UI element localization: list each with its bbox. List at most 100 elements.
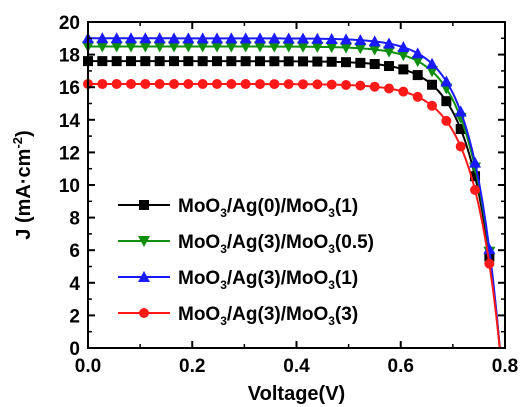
legend-marker bbox=[139, 200, 149, 210]
legend-entry: MoO3/Ag(0)/MoO3(1) bbox=[118, 196, 358, 220]
data-point bbox=[411, 56, 424, 68]
legend-subscript: 3 bbox=[328, 242, 335, 256]
legend-text-part: (1) bbox=[335, 196, 358, 217]
data-point bbox=[239, 41, 252, 53]
data-point bbox=[341, 57, 352, 68]
data-point bbox=[455, 124, 466, 135]
data-point bbox=[239, 32, 252, 44]
data-point bbox=[125, 32, 138, 44]
data-point bbox=[298, 56, 309, 67]
data-point bbox=[183, 56, 194, 67]
y-axis-title-superscript: -2 bbox=[10, 137, 25, 149]
data-point bbox=[196, 32, 209, 44]
data-point bbox=[470, 171, 481, 182]
data-point bbox=[211, 32, 224, 44]
data-point bbox=[240, 79, 251, 90]
data-point bbox=[283, 79, 294, 90]
data-point bbox=[226, 56, 237, 67]
data-point bbox=[255, 56, 266, 67]
data-point bbox=[111, 78, 122, 89]
y-tick-label: 4 bbox=[69, 274, 80, 295]
data-point bbox=[153, 41, 166, 53]
data-point bbox=[441, 115, 452, 126]
data-point bbox=[426, 57, 439, 69]
data-point bbox=[282, 41, 295, 53]
legend-entry: MoO3/Ag(3)/MoO3(3) bbox=[118, 304, 358, 328]
data-point bbox=[297, 41, 310, 53]
data-point bbox=[484, 258, 495, 269]
series-3 bbox=[82, 32, 501, 349]
data-point bbox=[110, 32, 123, 44]
legend-subscript: 3 bbox=[220, 242, 227, 256]
data-point bbox=[283, 56, 294, 67]
legend-text-part: MoO bbox=[178, 304, 220, 325]
data-point bbox=[454, 105, 467, 117]
data-point bbox=[441, 96, 452, 107]
legend-label: MoO3/Ag(0)/MoO3(1) bbox=[178, 196, 358, 220]
data-point bbox=[325, 32, 338, 44]
data-point bbox=[325, 42, 338, 54]
data-point bbox=[369, 81, 380, 92]
data-point bbox=[268, 32, 281, 44]
plot-frame bbox=[87, 21, 506, 349]
series-layer bbox=[82, 32, 501, 349]
data-point bbox=[368, 44, 381, 56]
data-point bbox=[169, 56, 180, 67]
legend-text-part: (1) bbox=[335, 268, 358, 289]
data-point bbox=[254, 41, 267, 53]
data-point bbox=[97, 78, 108, 89]
data-point bbox=[96, 32, 109, 44]
data-point bbox=[341, 79, 352, 90]
data-point bbox=[384, 83, 395, 94]
data-point bbox=[110, 41, 123, 53]
data-point bbox=[225, 41, 238, 53]
data-point bbox=[126, 78, 137, 89]
data-point bbox=[226, 79, 237, 90]
y-tick-label: 8 bbox=[69, 209, 80, 230]
legend-marker bbox=[139, 308, 149, 318]
data-point bbox=[298, 79, 309, 90]
data-point bbox=[426, 66, 439, 78]
legend-subscript: 3 bbox=[328, 206, 335, 220]
data-point bbox=[412, 91, 423, 102]
legend-text-part: /Ag(0)/MoO bbox=[227, 196, 328, 217]
data-point bbox=[125, 41, 138, 53]
x-tick-label: 0.0 bbox=[75, 356, 101, 377]
y-tick-label: 16 bbox=[59, 78, 80, 99]
data-point bbox=[427, 100, 438, 111]
legend-text-part: MoO bbox=[178, 268, 220, 289]
data-point bbox=[126, 56, 137, 67]
data-point bbox=[398, 64, 409, 75]
data-point bbox=[183, 78, 194, 89]
data-point bbox=[354, 34, 367, 46]
data-point bbox=[412, 70, 423, 81]
y-axis-title: J (mA·cm-2) bbox=[10, 130, 35, 239]
data-point bbox=[311, 41, 324, 53]
data-point bbox=[297, 32, 310, 44]
data-point bbox=[197, 56, 208, 67]
data-point bbox=[268, 41, 281, 53]
data-point bbox=[355, 57, 366, 68]
data-point bbox=[240, 56, 251, 67]
data-point bbox=[196, 41, 209, 53]
x-tick-label: 0.4 bbox=[283, 356, 310, 377]
legend-subscript: 3 bbox=[328, 278, 335, 292]
data-point bbox=[168, 32, 181, 44]
y-tick-label: 20 bbox=[59, 13, 80, 34]
data-point bbox=[384, 61, 395, 72]
data-point bbox=[470, 184, 481, 195]
legend-text-part: /Ag(3)/MoO bbox=[227, 232, 328, 253]
y-tick-label: 2 bbox=[69, 306, 80, 327]
data-point bbox=[383, 46, 396, 58]
y-tick-label: 14 bbox=[59, 111, 81, 132]
data-point bbox=[312, 56, 323, 67]
legend-text-part: MoO bbox=[178, 232, 220, 253]
data-point bbox=[282, 32, 295, 44]
y-axis-title-main: J (mA·cm bbox=[13, 149, 35, 240]
legend-subscript: 3 bbox=[220, 206, 227, 220]
data-point bbox=[96, 41, 109, 53]
data-point bbox=[369, 59, 380, 70]
data-point bbox=[397, 50, 410, 62]
series-2 bbox=[82, 41, 501, 349]
legend-label: MoO3/Ag(3)/MoO3(3) bbox=[178, 304, 358, 328]
